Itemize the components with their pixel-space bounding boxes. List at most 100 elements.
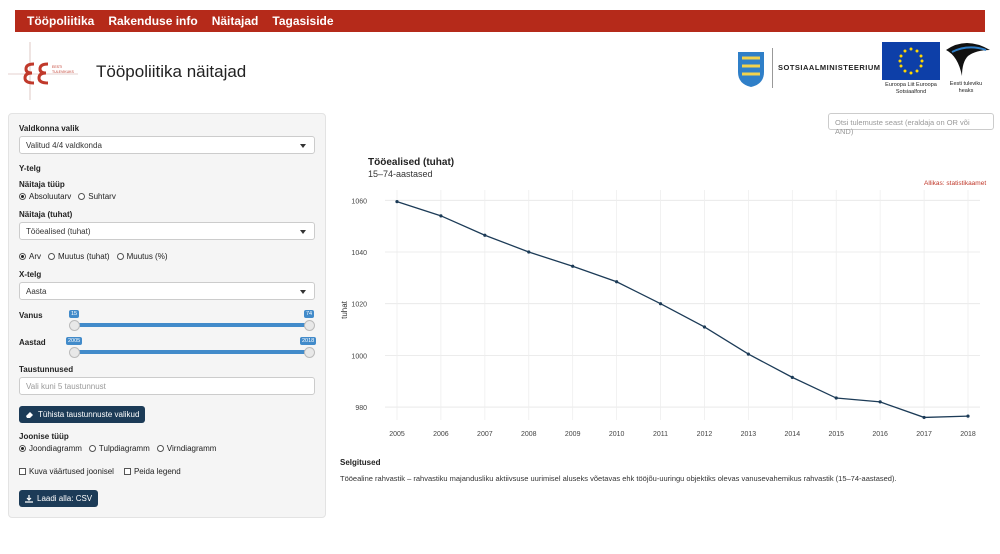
- data-point[interactable]: [439, 214, 443, 218]
- data-point[interactable]: [834, 396, 838, 400]
- y-tick-label: 1060: [351, 198, 367, 205]
- data-point[interactable]: [615, 280, 619, 284]
- data-point[interactable]: [658, 302, 663, 306]
- data-point[interactable]: [966, 414, 970, 418]
- radio-label: Tulpdiagramm: [98, 444, 150, 453]
- data-point[interactable]: [790, 375, 794, 379]
- chart-title: Tööealised (tuhat): [368, 157, 455, 168]
- y-axis-label: Y-telg: [19, 164, 41, 173]
- ministry-logo: SOTSIAALMINISTEERIUM: [736, 46, 886, 90]
- clear-background-button[interactable]: Tühista taustunnuste valikud: [19, 406, 146, 423]
- chart-grid: [385, 190, 980, 420]
- results-search-input[interactable]: Otsi tulemuste seast (eraldaja on OR või…: [828, 113, 994, 136]
- radio-tulpdiagramm[interactable]: Tulpdiagramm: [88, 444, 150, 453]
- indicator-type-label: Näitaja tüüp: [19, 180, 65, 189]
- chevron-down-icon: [300, 290, 306, 294]
- top-navigation: Tööpoliitika Rakenduse info Näitajad Tag…: [15, 10, 985, 32]
- radio-label: Muutus (tuhat): [58, 252, 110, 261]
- domain-label: Valdkonna valik: [19, 124, 80, 133]
- indicator-select-value: Tööealised (tuhat): [26, 227, 91, 236]
- years-slider-min-handle[interactable]: [69, 347, 80, 358]
- radio-label: Arv: [29, 252, 41, 261]
- data-point[interactable]: [571, 264, 575, 268]
- radio-muutus-protsent[interactable]: Muutus (%): [116, 252, 168, 261]
- download-csv-label: Laadi alla: CSV: [37, 494, 93, 503]
- years-slider-max-handle[interactable]: [304, 347, 315, 358]
- download-csv-button[interactable]: Laadi alla: CSV: [19, 490, 99, 507]
- data-point[interactable]: [527, 250, 531, 254]
- x-tick-label: 2012: [697, 431, 713, 438]
- indicator-select[interactable]: Tööealised (tuhat): [19, 222, 315, 240]
- background-label: Taustunnused: [19, 365, 74, 374]
- eu-logo: Euroopa Liit Euroopa Sotsiaalfond: [880, 42, 942, 98]
- radio-joondiagramm[interactable]: Joondiagramm: [19, 444, 82, 453]
- radio-icon: [78, 193, 86, 200]
- y-tick-label: 1040: [351, 250, 367, 257]
- measure-radios: Arv Muutus (tuhat) Muutus (%): [19, 252, 174, 261]
- checkbox-label: Kuva väärtused joonisel: [29, 467, 114, 476]
- y-tick-label: 1020: [351, 302, 367, 309]
- ministry-name: SOTSIAALMINISTEERIUM: [778, 63, 881, 72]
- radio-arv[interactable]: Arv: [19, 252, 41, 261]
- radio-selected-icon: [19, 193, 26, 200]
- indicator-label: Näitaja (tuhat): [19, 210, 73, 219]
- nav-item-tagasiside[interactable]: Tagasiside: [272, 14, 334, 28]
- eesti-text: Eesti tuleviku heaks: [949, 81, 983, 94]
- radio-virndiagramm[interactable]: Virndiagramm: [156, 444, 217, 453]
- clear-background-label: Tühista taustunnuste valikud: [38, 410, 140, 419]
- data-point[interactable]: [878, 400, 882, 404]
- y-tick-label: 980: [355, 405, 367, 412]
- chart-source: Allikas: statistikaamet: [924, 180, 987, 187]
- data-point[interactable]: [702, 325, 707, 329]
- radio-icon: [156, 445, 164, 452]
- data-point[interactable]: [483, 233, 487, 237]
- nav-item-naitajad[interactable]: Näitajad: [211, 14, 259, 28]
- radio-label: Muutus (%): [126, 252, 168, 261]
- x-axis-select[interactable]: Aasta: [19, 282, 315, 300]
- data-point[interactable]: [395, 200, 399, 204]
- background-input[interactable]: Vali kuni 5 taustunnust: [19, 377, 315, 395]
- age-slider-min-handle[interactable]: [69, 320, 80, 331]
- esf-logo-icon: EESTI TULEVIKUKS: [8, 42, 78, 100]
- radio-muutus-tuhat[interactable]: Muutus (tuhat): [48, 252, 110, 261]
- display-checkboxes: Kuva väärtused joonisel Peida legend: [19, 467, 188, 476]
- x-tick-label: 2008: [521, 431, 537, 438]
- eesti-logo: Eesti tuleviku heaks: [942, 40, 992, 98]
- x-tick-label: 2011: [653, 431, 668, 438]
- coat-of-arms-icon: [738, 52, 764, 87]
- hide-legend-checkbox[interactable]: Peida legend: [123, 467, 181, 476]
- x-tick-label: 2010: [609, 431, 625, 438]
- y-tick-label: 1000: [351, 353, 367, 360]
- age-slider-max-handle[interactable]: [304, 320, 315, 331]
- indicator-type-radios: Absoluutarv Suhtarv: [19, 192, 123, 201]
- x-tick-label: 2006: [433, 431, 449, 438]
- checkbox-icon: [123, 468, 131, 475]
- radio-label: Suhtarv: [88, 192, 116, 201]
- x-tick-label: 2005: [389, 431, 405, 438]
- y-tick-labels: 980 1000 1020 1040 1060: [351, 198, 367, 412]
- radio-absoluutarv[interactable]: Absoluutarv: [19, 192, 71, 201]
- chart-type-radios: Joondiagramm Tulpdiagramm Virndiagramm: [19, 444, 223, 453]
- age-label: Vanus: [19, 311, 43, 320]
- series-line: [396, 201, 969, 419]
- domain-select[interactable]: Valitud 4/4 valdkonda: [19, 136, 315, 154]
- y-axis-title: tuhat: [340, 300, 349, 319]
- x-tick-label: 2016: [872, 431, 888, 438]
- x-tick-label: 2018: [960, 431, 976, 438]
- x-tick-label: 2017: [916, 431, 932, 438]
- radio-icon: [88, 445, 96, 452]
- years-min-tag: 2005: [66, 337, 83, 345]
- show-values-checkbox[interactable]: Kuva väärtused joonisel: [19, 467, 114, 476]
- radio-selected-icon: [19, 445, 26, 452]
- radio-icon: [116, 253, 124, 260]
- nav-item-rakenduse-info[interactable]: Rakenduse info: [108, 14, 198, 28]
- radio-suhtarv[interactable]: Suhtarv: [78, 192, 116, 201]
- radio-label: Virndiagramm: [166, 444, 217, 453]
- download-icon: [25, 494, 33, 503]
- data-point[interactable]: [746, 352, 750, 356]
- age-min-tag: 15: [69, 310, 80, 318]
- x-axis-label: X-telg: [19, 270, 42, 279]
- nav-item-toopoliitika[interactable]: Tööpoliitika: [27, 14, 95, 28]
- radio-icon: [48, 253, 55, 260]
- data-point[interactable]: [922, 415, 926, 420]
